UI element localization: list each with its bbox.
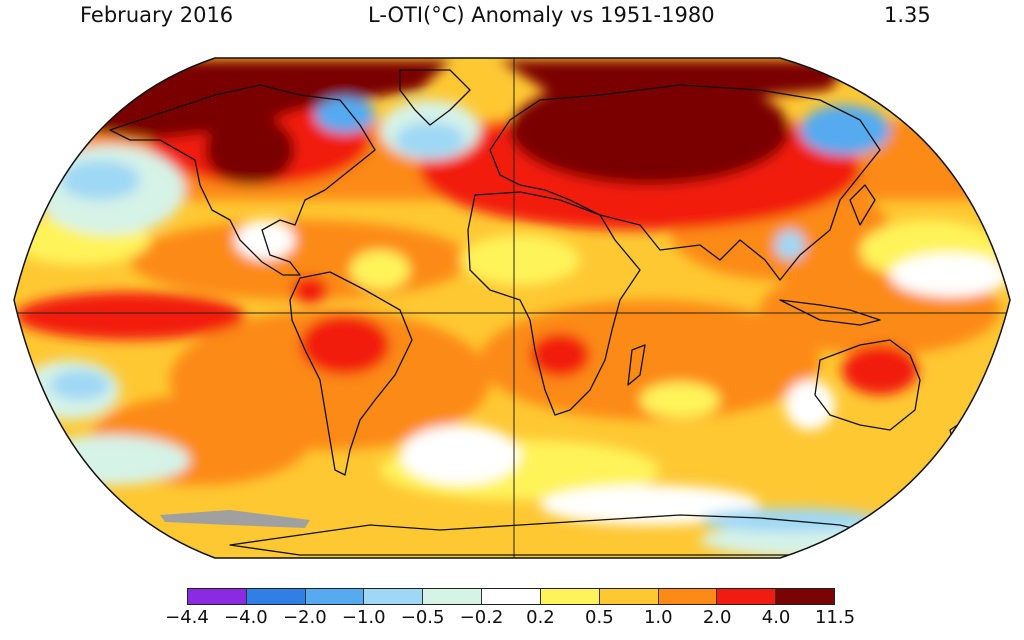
colorbar-segment (658, 589, 718, 604)
anomaly-region-labrador-blue (395, 122, 465, 158)
anomaly-region-west-australia-white (785, 380, 835, 430)
anomaly-region-south-atlantic-white (400, 425, 520, 485)
colorbar-segment (305, 589, 365, 604)
greenland-coastline (399, 69, 471, 126)
colorbar (187, 588, 835, 605)
anomaly-region-baffin-blue (315, 97, 375, 133)
colorbar-segment (482, 589, 541, 604)
colorbar-tick-label: −0.2 (459, 607, 504, 628)
anomaly-region-southern-africa-red (530, 333, 590, 377)
colorbar-tick-label: 4.0 (761, 607, 791, 628)
anomaly-region-aleutian-blue (60, 160, 140, 200)
anomaly-region-equatorial-pacific-red (15, 292, 245, 340)
colorbar-tick-label: −1.0 (341, 607, 386, 628)
colorbar-tick-label: 0.2 (526, 607, 555, 628)
anomaly-region-east-pacific-white (890, 253, 1010, 297)
global-mean-value: 1.35 (884, 3, 931, 27)
australia-coastline (814, 339, 921, 431)
antarctica-coastline (229, 514, 901, 556)
eurasia-coastline (489, 84, 881, 281)
anomaly-region-south-pacific-light (30, 435, 190, 485)
anomaly-region-canada-dark-red (205, 115, 295, 185)
colorbar-segment (188, 589, 247, 604)
north-america-coastline (109, 84, 376, 276)
anomaly-region-siberia-dark-red (510, 75, 790, 185)
temperature-anomaly-map (13, 57, 1011, 559)
colorbar-segment (776, 589, 834, 604)
madagascar-coastline (627, 344, 646, 386)
indonesia-coastline (779, 299, 881, 326)
colorbar-tick-label: 11.5 (814, 607, 856, 628)
anomaly-region-arctic-dark-red (80, 60, 450, 140)
colorbar-tick-label: 0.5 (585, 607, 614, 628)
colorbar-segment (364, 589, 424, 604)
anomaly-region-chukotka-blue (800, 105, 890, 155)
map-title: L-OTI(°C) Anomaly vs 1951-1980 (368, 3, 715, 27)
anomaly-region-amazon-red (292, 276, 328, 304)
anomaly-region-indian-yellow (640, 382, 720, 418)
globe-outline (13, 57, 1011, 559)
no-data-region (160, 510, 310, 528)
anomaly-region-indian-ocean-orange (480, 300, 820, 420)
south-america-coastline (289, 271, 413, 476)
colorbar-tick-label: 1.0 (643, 607, 673, 628)
anomaly-field (14, 58, 1010, 558)
anomaly-region-east-china-blue (775, 230, 805, 260)
anomaly-region-chile-offshore-blue (50, 370, 110, 400)
anomaly-region-sahara-yellow (460, 235, 580, 285)
colorbar-tick-label: −2.0 (282, 607, 327, 628)
map-date-label: February 2016 (80, 3, 234, 27)
colorbar-segment (246, 589, 306, 604)
japan-coastline (849, 184, 876, 226)
colorbar-tick-label: −4.0 (224, 607, 268, 628)
colorbar-segment (540, 589, 600, 604)
colorbar-segment (599, 589, 659, 604)
anomaly-region-antarctic-white (540, 485, 760, 525)
colorbar-segment (717, 589, 777, 604)
anomaly-region-south-america-red (300, 315, 390, 375)
colorbar-tick-label: 2.0 (702, 607, 732, 628)
africa-coastline (467, 191, 641, 416)
coastlines (109, 69, 971, 556)
anomaly-region-australia-red (842, 345, 918, 395)
colorbar-tick-label: −4.4 (165, 607, 209, 628)
colorbar-tick-label: −0.5 (400, 607, 445, 628)
anomaly-region-atlantic-yellow (350, 250, 410, 290)
colorbar-segment (423, 589, 483, 604)
